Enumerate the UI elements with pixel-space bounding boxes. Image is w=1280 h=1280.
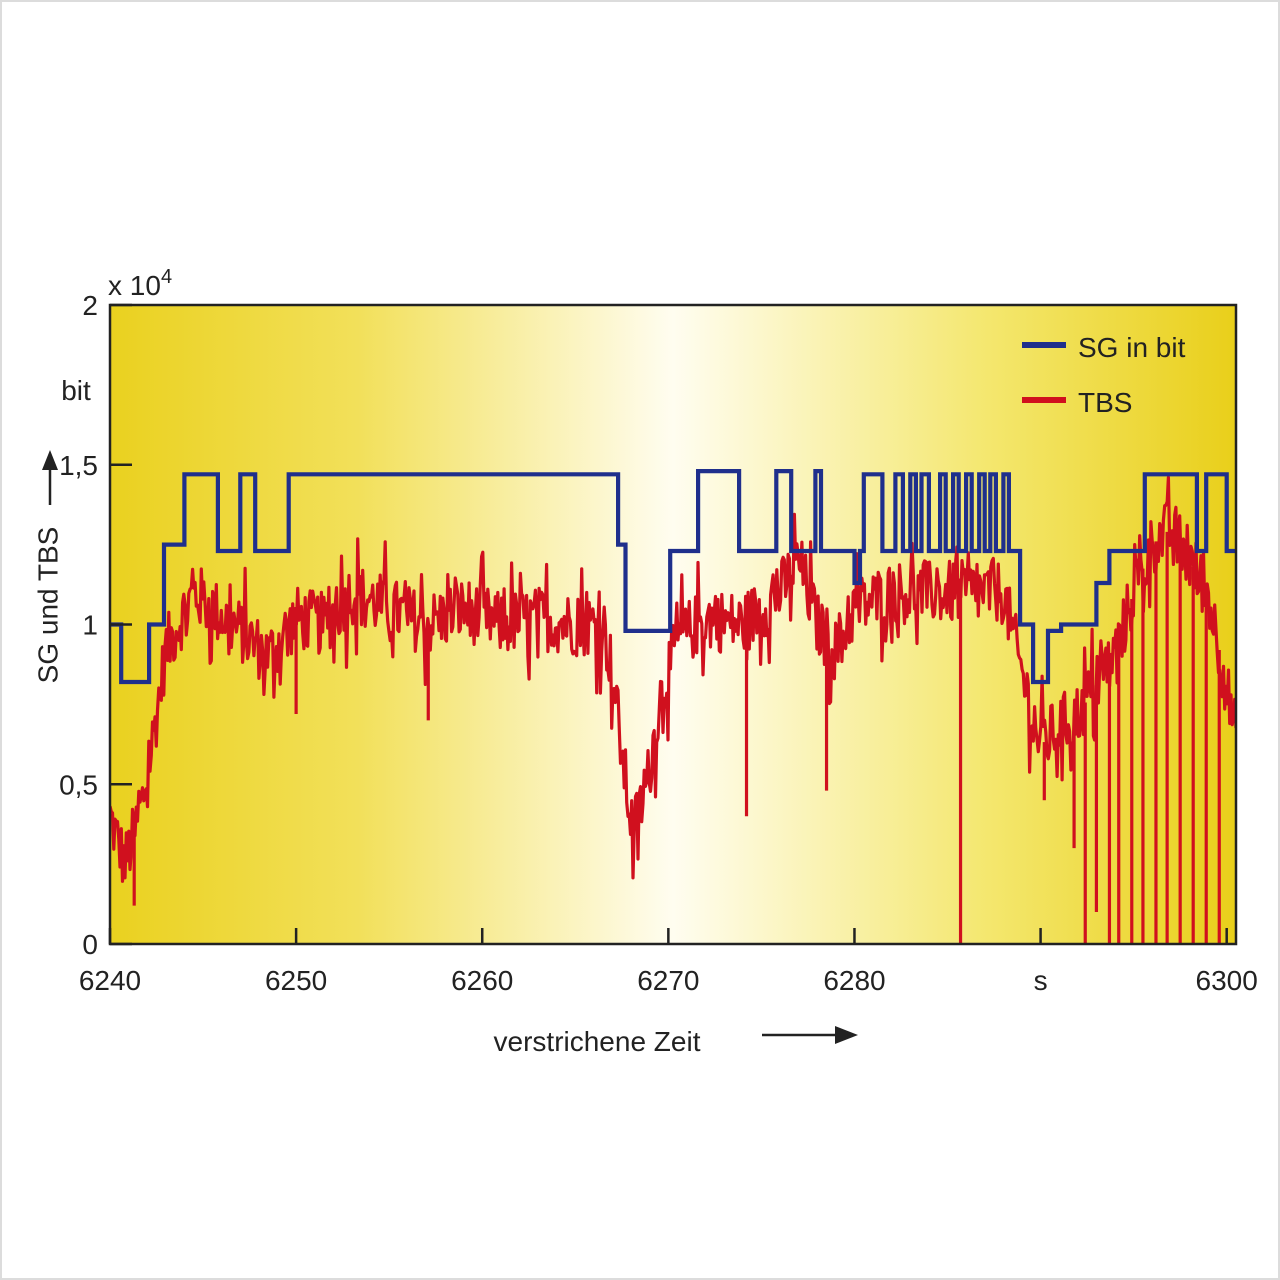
x-axis-label: verstrichene Zeit	[494, 1026, 701, 1057]
x-tick-label: 6240	[79, 965, 141, 996]
y-tick-label: 2	[82, 290, 98, 321]
legend: SG in bit TBS	[1022, 332, 1186, 418]
legend-label-sg: SG in bit	[1078, 332, 1186, 363]
x-tick-label: 6280	[823, 965, 885, 996]
x-tick-label: 6270	[637, 965, 699, 996]
series-layer	[110, 469, 1236, 944]
y-tick-label: 0,5	[59, 769, 98, 800]
y-unit-label: bit	[61, 375, 91, 406]
x-tick-label: 6250	[265, 965, 327, 996]
legend-label-tbs: TBS	[1078, 387, 1132, 418]
y-axis-label: SG und TBS	[32, 527, 63, 684]
series-tbs-line	[110, 475, 1236, 883]
y-axis-arrow-head	[42, 450, 58, 470]
y-exponent-label: x 104	[108, 266, 172, 301]
tick-layer: 0 0,5 1 1,5 2 6240 6250 6260 6270 6280 s 6300	[59, 290, 1258, 996]
series-sg-line	[110, 469, 1236, 685]
x-tick-label: 6300	[1196, 965, 1258, 996]
y-tick-label: 0	[82, 929, 98, 960]
y-tick-label: 1,5	[59, 450, 98, 481]
x-axis-arrow-head	[835, 1026, 858, 1044]
y-axis-label-group: SG und TBS	[32, 450, 63, 683]
x-tick-label: 6260	[451, 965, 513, 996]
y-tick-label: 1	[82, 610, 98, 641]
x-tick-label: s	[1034, 965, 1048, 996]
